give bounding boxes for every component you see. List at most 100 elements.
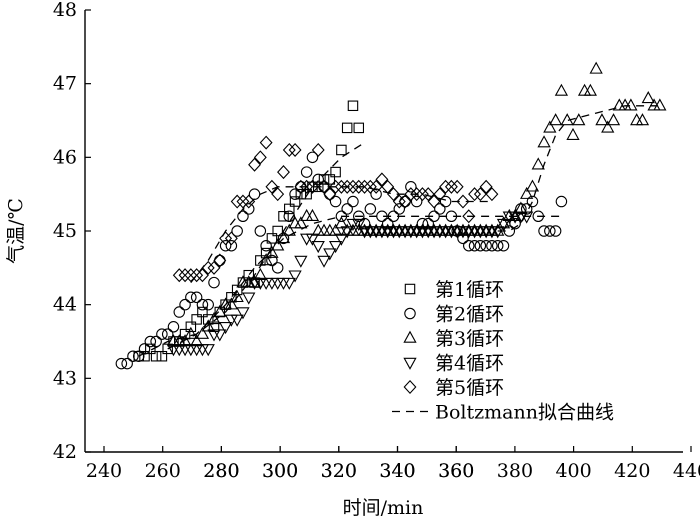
data-point <box>150 335 162 348</box>
data-point <box>381 179 395 194</box>
legend-swatch <box>404 307 416 320</box>
data-point <box>278 211 289 222</box>
legend-label: Boltzmann拟合曲线 <box>435 402 614 424</box>
data-point <box>496 216 511 229</box>
data-point <box>284 203 295 215</box>
data-point <box>271 187 285 202</box>
data-point <box>328 223 343 236</box>
data-point <box>184 268 198 283</box>
data-point <box>237 210 249 223</box>
legend-label: 第5循环 <box>435 377 504 399</box>
data-point <box>336 144 347 156</box>
x-tick-label: 400 <box>555 460 591 482</box>
data-point <box>334 179 348 194</box>
data-point <box>376 210 388 223</box>
x-tick-label: 300 <box>262 460 298 482</box>
y-tick-label: 48 <box>53 0 77 21</box>
data-point <box>392 194 406 209</box>
x-axis-title: 时间/min <box>343 497 424 519</box>
data-point <box>525 179 540 192</box>
data-point <box>300 166 313 178</box>
data-point <box>463 239 475 252</box>
data-point <box>341 122 353 134</box>
data-point <box>213 304 227 317</box>
y-tick-label: 45 <box>53 220 77 242</box>
data-point <box>190 291 203 304</box>
data-point <box>532 210 544 223</box>
data-point <box>653 98 667 111</box>
data-point <box>544 225 556 237</box>
data-point <box>179 298 191 311</box>
data-point <box>219 239 232 252</box>
data-point <box>288 142 302 157</box>
legend-swatch <box>403 357 417 370</box>
data-point <box>340 179 354 194</box>
data-point <box>387 210 400 223</box>
series-3 <box>166 61 667 347</box>
legend-item: 第2循环 <box>404 304 504 326</box>
data-markers <box>115 61 667 370</box>
data-point <box>276 277 291 290</box>
x-tick-label: 440 <box>673 460 700 482</box>
data-point <box>468 239 481 252</box>
data-point <box>132 350 145 362</box>
data-point <box>520 186 534 199</box>
series-1 <box>133 100 365 362</box>
data-point <box>243 203 255 215</box>
legend-label: 第2循环 <box>435 304 504 326</box>
data-point <box>213 253 227 268</box>
data-point <box>185 291 197 304</box>
data-point <box>201 260 215 275</box>
data-point <box>230 314 244 327</box>
data-point <box>173 306 186 318</box>
data-point <box>630 113 644 126</box>
data-point <box>236 194 250 209</box>
data-point <box>323 223 337 236</box>
data-point <box>346 179 360 194</box>
data-point <box>496 218 511 231</box>
x-tick-label: 320 <box>321 460 357 482</box>
data-point <box>224 297 239 310</box>
data-point <box>282 223 296 236</box>
data-point <box>230 194 244 209</box>
data-point <box>178 334 192 347</box>
legend-item: 第3循环 <box>403 328 504 350</box>
legend-item: 第5循环 <box>403 377 504 399</box>
data-point <box>520 211 534 224</box>
series-5 <box>172 135 499 283</box>
data-point <box>398 194 412 209</box>
y-tick-label: 42 <box>53 441 77 463</box>
data-point <box>387 187 400 202</box>
data-point <box>167 321 180 333</box>
data-point <box>543 120 557 133</box>
data-point <box>554 83 569 96</box>
data-point <box>370 188 382 200</box>
data-point <box>276 231 291 244</box>
data-point <box>555 195 568 208</box>
y-tick-label: 46 <box>53 146 77 168</box>
data-point <box>485 187 499 202</box>
data-point <box>248 188 261 200</box>
data-point <box>595 113 609 126</box>
data-point <box>330 166 341 178</box>
legend-swatch <box>403 330 417 343</box>
data-point <box>317 223 331 236</box>
data-point <box>353 210 365 223</box>
x-tick-label: 360 <box>438 460 474 482</box>
data-point <box>433 187 447 202</box>
data-point <box>247 275 262 288</box>
x-tick-label: 240 <box>86 460 122 482</box>
data-point <box>526 195 539 208</box>
legend-item: 第1循环 <box>404 279 504 301</box>
data-point <box>277 165 290 180</box>
data-point <box>301 188 312 200</box>
legend-item: Boltzmann拟合曲线 <box>392 402 614 424</box>
data-point <box>491 226 505 239</box>
data-point <box>242 194 256 209</box>
data-point <box>207 260 221 275</box>
data-point <box>520 203 533 215</box>
data-point <box>416 217 429 230</box>
data-point <box>369 179 383 194</box>
x-tick-label: 280 <box>203 460 239 482</box>
